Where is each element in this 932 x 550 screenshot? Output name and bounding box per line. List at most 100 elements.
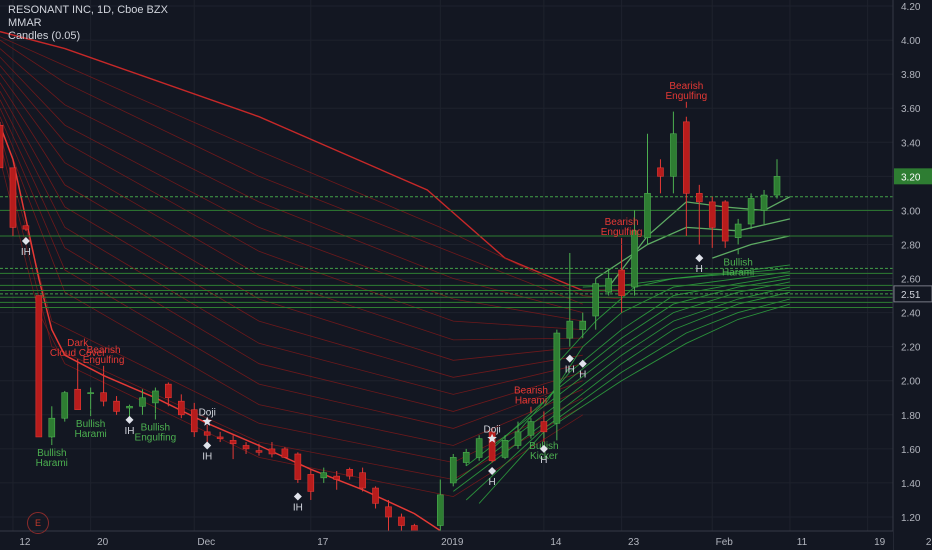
candle: [553, 329, 561, 441]
pattern-text: H: [579, 370, 586, 381]
pattern-label: Doji: [483, 425, 501, 443]
candle: [281, 447, 289, 458]
price-tick-label: 2.20: [901, 343, 921, 354]
pattern-label: Doji: [199, 408, 216, 426]
pattern-text: Engulfing: [135, 433, 177, 444]
candle-body: [683, 121, 690, 194]
ma-green-line: [478, 303, 791, 504]
candle-body: [618, 269, 625, 296]
candle: [385, 499, 392, 531]
pattern-text: IH: [125, 426, 135, 437]
pattern-text: Bullish: [37, 448, 66, 459]
price-tick-label: 1.60: [901, 445, 921, 456]
ma-red-line: [0, 91, 583, 378]
ma-red-line: [0, 36, 622, 300]
pattern-text: Harami: [75, 429, 107, 440]
time-tick-label: 2019: [441, 537, 464, 548]
candle: [462, 448, 470, 466]
diamond-marker: [695, 254, 704, 263]
pattern-text: Doji: [483, 425, 500, 436]
pattern-text: Engulfing: [83, 355, 125, 366]
price-tick-label: 2.40: [901, 309, 921, 320]
price-tick-label: 1.20: [901, 513, 921, 524]
pattern-text: Cloud Cover: [50, 348, 106, 359]
pattern-text: Harami: [36, 458, 68, 469]
indicator-candles[interactable]: Candles (0.05): [8, 30, 81, 42]
price-tick-label: 3.00: [901, 206, 921, 217]
pattern-text: Doji: [199, 408, 216, 419]
ma-red-line: [0, 39, 583, 305]
earnings-e-icon[interactable]: E: [27, 512, 49, 534]
candle: [773, 159, 781, 199]
price-axis[interactable]: 1.20 1.40 1.60 1.80 2.00 2.20 2.40 2.60 2.80 3.00…: [892, 0, 932, 550]
time-tick-label: 17: [317, 537, 329, 548]
pattern-label: H: [539, 444, 548, 466]
candle-body: [61, 392, 69, 419]
candle-body: [708, 201, 716, 228]
chart-legend: RESONANT INC, 1D, Cboe BZX MMAR Candles …: [8, 4, 168, 43]
candle-body: [22, 225, 30, 230]
pattern-text: Bullish: [141, 423, 170, 434]
diamond-marker: [125, 415, 134, 424]
candle: [113, 396, 120, 415]
diamond-marker: [203, 441, 212, 450]
candle-body: [540, 421, 548, 433]
candle: [35, 295, 43, 438]
time-tick-label: 11: [797, 537, 808, 548]
candle: [346, 467, 353, 480]
price-tick-label: 2.60: [901, 275, 921, 286]
indicator-mmar[interactable]: MMAR: [8, 17, 42, 29]
candle-body: [216, 436, 224, 439]
pattern-text: Engulfing: [665, 91, 707, 102]
candle-body: [35, 295, 43, 438]
price-marker-label: 2.51: [901, 290, 921, 301]
candle-body: [113, 400, 120, 412]
time-tick-label: 23: [628, 537, 640, 548]
pattern-label: H: [695, 254, 704, 275]
time-tick-label: Dec: [197, 537, 215, 548]
candle: [268, 442, 276, 458]
candle-body: [385, 506, 392, 518]
candle: [501, 435, 509, 460]
candle-body: [242, 445, 250, 450]
pattern-text: Bullish: [76, 419, 105, 430]
candle: [48, 406, 56, 439]
candle-body: [462, 451, 470, 463]
pattern-label: H: [488, 467, 497, 488]
ma-red-line: [0, 65, 583, 330]
last-price-label: 3.20: [901, 172, 921, 183]
candle: [670, 111, 677, 194]
candle-body: [87, 392, 94, 394]
diamond-marker: [488, 467, 497, 476]
candle: [333, 471, 341, 490]
candle: [320, 467, 328, 483]
candle-body: [657, 167, 664, 177]
pattern-label: H: [578, 359, 587, 381]
diamond-marker: [565, 354, 574, 363]
time-axis[interactable]: 12 20 Dec 17 2019 14 23 Feb 11 19 25: [0, 530, 932, 550]
symbol-title[interactable]: RESONANT INC, 1D, Cboe BZX: [8, 4, 168, 16]
price-tick-label: 2.00: [901, 377, 921, 388]
pattern-text: IH: [293, 503, 303, 514]
candle: [566, 252, 574, 347]
candle: [0, 121, 4, 169]
time-tick-label: 19: [874, 537, 886, 548]
candle-body: [488, 431, 496, 462]
candle-body: [268, 448, 276, 455]
candle-body: [281, 448, 289, 458]
price-tick-label: 4.20: [901, 2, 921, 13]
star-marker: [202, 416, 212, 426]
ma-red-line: [0, 48, 583, 313]
candle: [683, 116, 690, 236]
pattern-text: IH: [565, 365, 575, 376]
candle: [527, 418, 535, 439]
candle-body: [126, 405, 133, 409]
candle: [695, 184, 703, 245]
ma-red-line: [0, 73, 583, 341]
pattern-label: IH: [21, 237, 31, 258]
ma-green-line: [465, 298, 791, 501]
